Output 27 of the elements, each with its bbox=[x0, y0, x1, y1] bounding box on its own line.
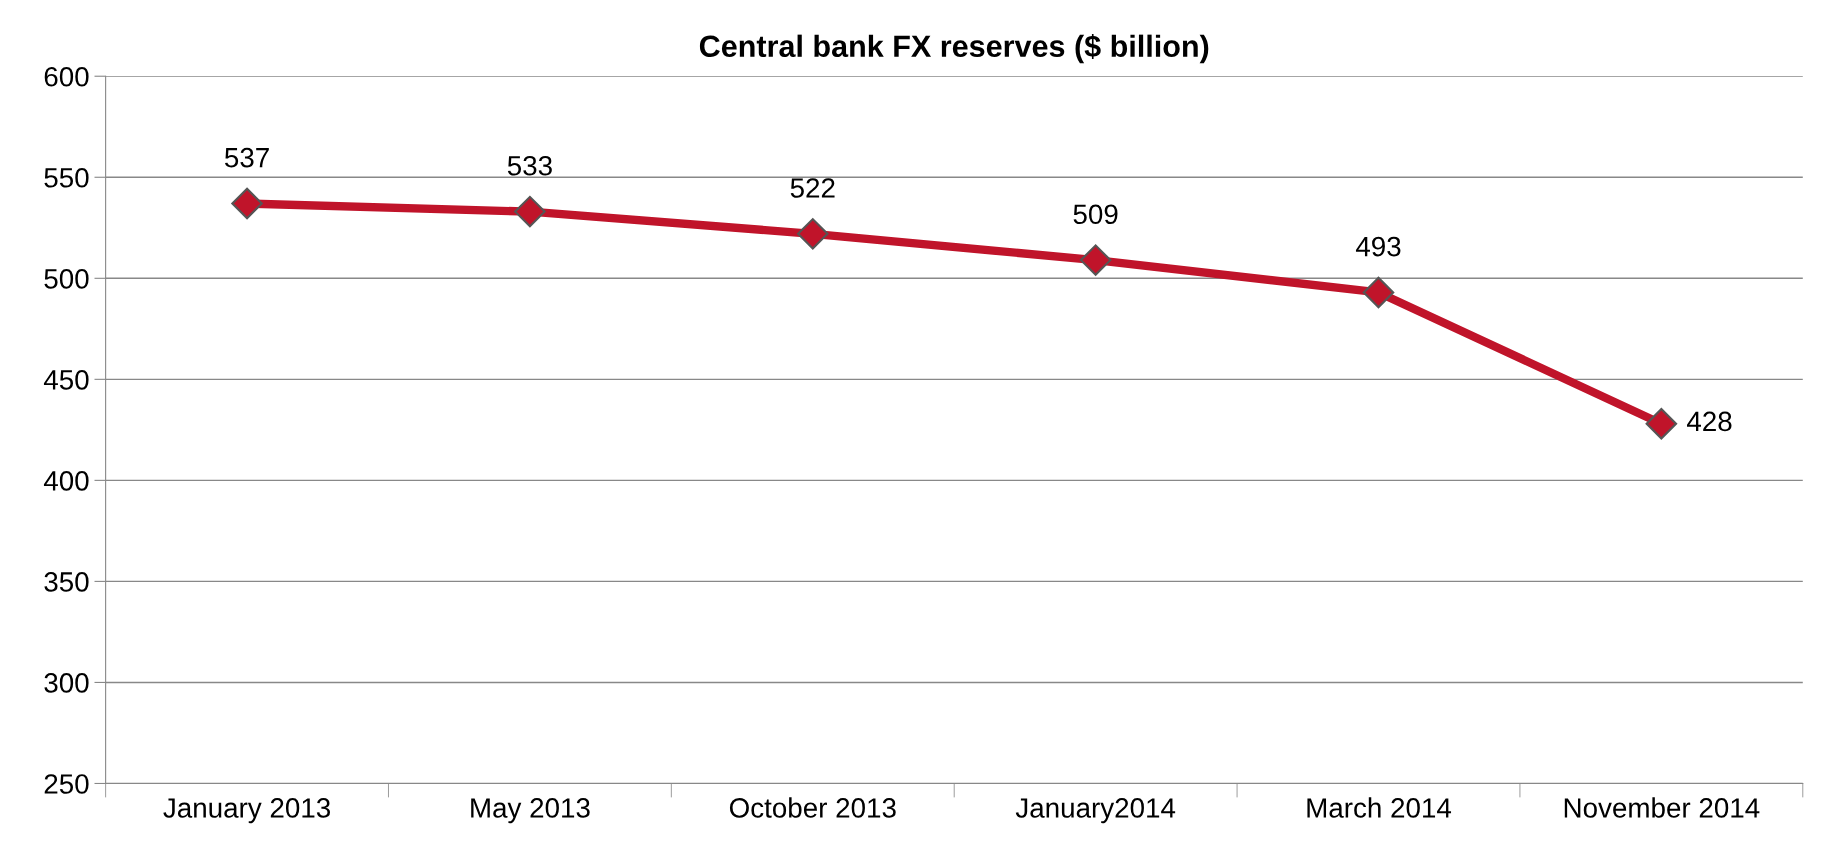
data-label: 522 bbox=[790, 178, 835, 198]
data-label: 493 bbox=[1355, 236, 1401, 257]
y-tick-label: 400 bbox=[43, 471, 89, 491]
data-label: 537 bbox=[224, 147, 269, 168]
point bbox=[797, 218, 829, 250]
y-tick-label: 600 bbox=[44, 66, 89, 87]
x-tick-label: November 2014 bbox=[1564, 797, 1760, 818]
y-tick-label: 500 bbox=[44, 268, 89, 289]
point bbox=[1645, 408, 1678, 440]
point bbox=[231, 187, 263, 220]
point bbox=[1079, 244, 1112, 276]
y-tick-label: 300 bbox=[44, 673, 89, 693]
data-label: 509 bbox=[1073, 204, 1118, 225]
x-tick-label: March 2014 bbox=[1307, 797, 1452, 818]
x-tick-label: January2014 bbox=[1015, 798, 1176, 824]
y-tick-label: 550 bbox=[44, 167, 89, 188]
data-label: 533 bbox=[507, 155, 552, 176]
point bbox=[1362, 276, 1395, 309]
x-tick-label: October 2013 bbox=[729, 797, 896, 818]
x-tick-label: May 2013 bbox=[471, 798, 590, 824]
x-tick-label: January 2013 bbox=[163, 798, 330, 824]
y-tick-label: 250 bbox=[44, 774, 89, 794]
y-tick-label: 450 bbox=[43, 370, 89, 390]
chart-title: Central bank FX reserves ($ billion) bbox=[699, 34, 1209, 64]
y-tick-label: 350 bbox=[44, 572, 89, 592]
data-label: 428 bbox=[1687, 411, 1732, 432]
point bbox=[514, 195, 546, 228]
